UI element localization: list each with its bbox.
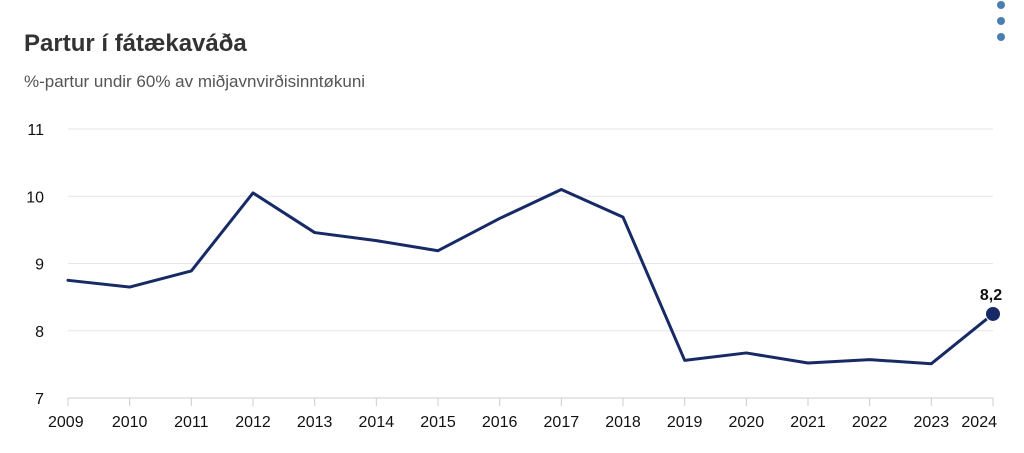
- data-point[interactable]: [370, 235, 382, 247]
- data-point[interactable]: [925, 358, 937, 370]
- data-point[interactable]: [802, 357, 814, 369]
- x-tick-label: 2022: [852, 414, 888, 431]
- data-point[interactable]: [617, 211, 629, 223]
- y-axis-ticks: 7 8 9 10 11: [26, 122, 44, 408]
- grid-lines: [68, 128, 993, 399]
- y-tick-label: 10: [26, 189, 44, 206]
- x-tick-label: 2011: [174, 414, 209, 431]
- chart-subtitle: %-partur undir 60% av miðjavnvirðisinntø…: [24, 72, 366, 91]
- x-tick-label: 2015: [420, 414, 456, 431]
- x-tick-label: 2013: [297, 414, 333, 431]
- data-point[interactable]: [555, 184, 567, 196]
- x-tick-label: 2010: [112, 414, 148, 431]
- x-axis-ticks: 2009 2010 2011 2012 2013 2014 2015 2016 2017 2018…: [48, 398, 997, 431]
- x-tick-label: 2017: [544, 414, 580, 431]
- vertical-dots-icon: [997, 17, 1005, 25]
- x-tick-label: 2020: [729, 414, 765, 431]
- data-point[interactable]: [62, 274, 74, 286]
- series-line: [66, 188, 995, 366]
- y-tick-label: 7: [35, 391, 44, 408]
- x-tick-label: 2018: [605, 414, 641, 431]
- y-tick-label: 11: [27, 122, 44, 139]
- data-point[interactable]: [679, 354, 691, 366]
- x-tick-label: 2019: [667, 414, 703, 431]
- y-tick-label: 8: [35, 324, 44, 341]
- chart-title: Partur í fátækaváða: [24, 30, 247, 57]
- x-tick-label: 2014: [359, 414, 395, 431]
- data-point[interactable]: [432, 245, 444, 257]
- data-point[interactable]: [185, 265, 197, 277]
- vertical-dots-icon: [997, 1, 1005, 9]
- chart-menu-button[interactable]: [992, 0, 1010, 46]
- data-point[interactable]: [309, 227, 321, 239]
- annotation-layer: 8,2: [980, 287, 1002, 322]
- x-tick-label: 2016: [482, 414, 518, 431]
- x-tick-label: 2012: [235, 414, 271, 431]
- highlight-point[interactable]: [985, 305, 1001, 322]
- y-tick-label: 9: [35, 257, 44, 274]
- data-point[interactable]: [247, 187, 259, 199]
- data-point[interactable]: [864, 354, 876, 366]
- x-tick-label: 2009: [48, 414, 84, 431]
- vertical-dots-icon: [997, 33, 1005, 41]
- series-layer: [62, 184, 995, 370]
- data-point[interactable]: [124, 281, 136, 293]
- data-label: 8,2: [980, 287, 1002, 304]
- x-tick-label: 2024: [961, 414, 997, 431]
- data-point[interactable]: [494, 212, 506, 224]
- x-tick-label: 2023: [914, 414, 950, 431]
- x-tick-label: 2021: [790, 414, 826, 431]
- data-point[interactable]: [740, 347, 752, 359]
